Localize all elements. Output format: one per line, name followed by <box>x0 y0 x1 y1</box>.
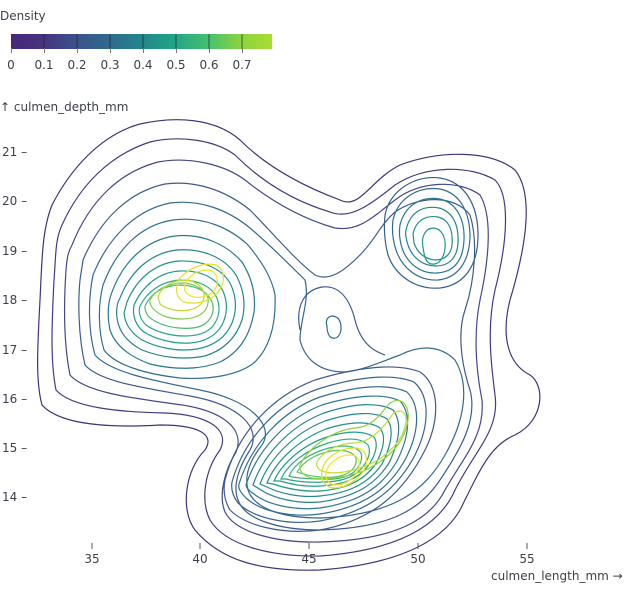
y-tick-label: 17 – <box>2 343 28 357</box>
colorbar-tick-label: 0.3 <box>100 58 120 72</box>
y-tick-label: 16 – <box>2 392 28 406</box>
x-tick-label: 55 <box>519 552 535 566</box>
x-tick-label: 35 <box>84 552 100 566</box>
y-tick-label: 14 – <box>2 490 28 504</box>
colorbar-tick-label: 0.2 <box>67 58 87 72</box>
x-tick-label: 50 <box>410 552 426 566</box>
y-tick-label: 15 – <box>2 441 28 455</box>
colorbar-tick-label: 0.4 <box>133 58 153 72</box>
x-tick-label: 45 <box>301 552 317 566</box>
colorbar-tick-label: 0 <box>7 58 15 72</box>
y-tick-label: 18 – <box>2 293 28 307</box>
y-tick-label: 21 – <box>2 145 28 159</box>
y-tick-label: 20 – <box>2 194 28 208</box>
x-tick-label: 40 <box>192 552 208 566</box>
legend-title: Density <box>0 9 46 23</box>
colorbar-tick-label: 0.7 <box>232 58 252 72</box>
colorbar-tick-label: 0.1 <box>34 58 54 72</box>
colorbar <box>11 34 272 49</box>
y-tick-label: 19 – <box>2 244 28 258</box>
x-axis-label: culmen_length_mm → <box>491 569 623 583</box>
colorbar-tick-label: 0.5 <box>166 58 186 72</box>
colorbar-tick-label: 0.6 <box>199 58 219 72</box>
y-axis-label: ↑ culmen_depth_mm <box>0 100 129 114</box>
